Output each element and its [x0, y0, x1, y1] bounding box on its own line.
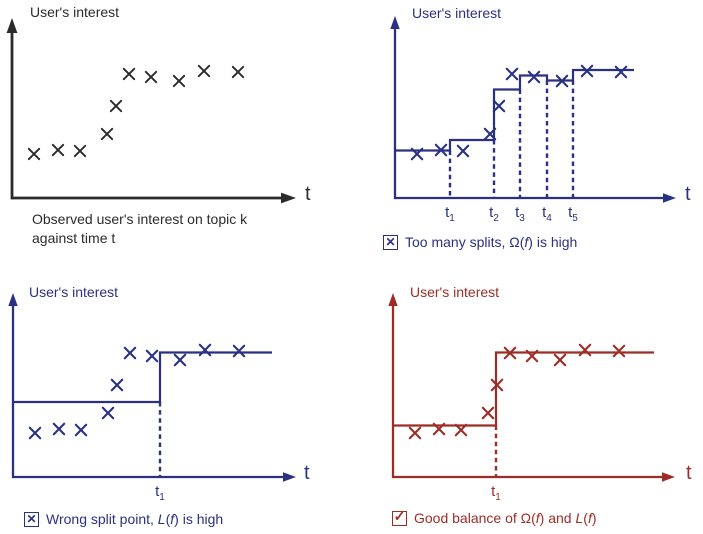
- panel-too-many-splits: [390, 16, 676, 203]
- data-point-x-mark: [492, 99, 506, 113]
- split-label-t1: t1: [445, 204, 455, 224]
- data-point-x-mark: [580, 64, 594, 78]
- x-box-icon: ✕: [383, 234, 398, 250]
- xlabel-wrong-split-point: t: [304, 462, 310, 484]
- split-label-t3: t3: [515, 204, 525, 224]
- panel-good-balance: [388, 293, 675, 482]
- x-axis-arrowhead: [283, 472, 296, 482]
- ylabel-too-many-splits: User's interest: [412, 5, 502, 21]
- data-point-x-mark: [122, 67, 136, 81]
- x-box-glyph: ✕: [26, 512, 37, 526]
- observed-description-line1: Observed user's interest on topic k: [32, 211, 248, 227]
- ylabel-wrong-split-point: User's interest: [29, 284, 119, 300]
- data-point-x-mark: [614, 65, 628, 79]
- y-axis-arrowhead: [388, 293, 398, 306]
- data-point-x-mark: [553, 353, 567, 367]
- data-point-x-mark: [100, 127, 114, 141]
- xlabel-observed: t: [305, 183, 311, 205]
- ylabel-observed: User's interest: [30, 4, 120, 20]
- panel-observed: [6, 18, 296, 204]
- data-point-x-mark: [28, 426, 42, 440]
- y-axis-arrowhead: [8, 293, 18, 306]
- x-box-glyph: ✕: [385, 235, 396, 249]
- data-point-x-mark: [410, 147, 424, 161]
- data-point-x-mark: [525, 349, 539, 363]
- split-label-t5: t5: [568, 204, 578, 224]
- data-point-x-mark: [109, 99, 123, 113]
- xlabel-too-many-splits: t: [685, 183, 691, 205]
- split-label-t1: t1: [155, 483, 165, 503]
- data-point-x-mark: [503, 346, 517, 360]
- x-axis-arrowhead: [662, 472, 675, 482]
- caption-good-balance: ✓ Good balance of Ω(f) and L(f): [392, 508, 597, 526]
- y-axis-arrowhead: [390, 16, 400, 29]
- step-function-line: [395, 68, 634, 152]
- data-point-x-mark: [101, 406, 115, 420]
- caption-too-many-splits: ✕ Too many splits, Ω(f) is high: [383, 234, 577, 250]
- data-point-x-mark: [456, 144, 470, 158]
- split-label-t1: t1: [491, 483, 501, 503]
- x-axis-arrowhead: [663, 193, 676, 203]
- data-point-x-mark: [527, 70, 541, 84]
- data-point-x-mark: [490, 378, 504, 392]
- data-point-x-mark: [110, 378, 124, 392]
- data-point-x-mark: [144, 70, 158, 84]
- step-function-line: [393, 351, 654, 427]
- data-point-x-mark: [432, 422, 446, 436]
- step-function-line: [13, 351, 272, 404]
- caption-text-too-many-splits: Too many splits, Ω(f) is high: [405, 234, 578, 250]
- check-box-glyph: ✓: [393, 508, 406, 524]
- x-axis-arrowhead: [281, 192, 296, 204]
- data-point-x-mark: [483, 127, 497, 141]
- data-point-x-mark: [408, 426, 422, 440]
- data-point-x-mark: [198, 343, 212, 357]
- x-box-icon: ✕: [24, 511, 39, 527]
- data-point-x-mark: [172, 74, 186, 88]
- data-point-x-mark: [481, 406, 495, 420]
- data-point-x-mark: [505, 67, 519, 81]
- data-point-x-mark: [434, 143, 448, 157]
- data-point-x-mark: [612, 344, 626, 358]
- caption-text-wrong-split-point: Wrong split point, L(f) is high: [46, 511, 224, 527]
- data-point-x-mark: [145, 349, 159, 363]
- data-point-x-mark: [51, 143, 65, 157]
- data-point-x-mark: [73, 144, 87, 158]
- ylabel-good-balance: User's interest: [410, 284, 500, 300]
- data-point-x-mark: [173, 353, 187, 367]
- split-label-t4: t4: [542, 204, 552, 224]
- y-axis-arrowhead: [6, 18, 18, 33]
- split-label-t2: t2: [489, 204, 499, 224]
- data-point-x-mark: [52, 422, 66, 436]
- observed-description: Observed user's interest on topic k agai…: [32, 210, 247, 247]
- check-box-icon: ✓: [392, 508, 407, 526]
- data-point-x-mark: [123, 346, 137, 360]
- data-point-x-mark: [232, 344, 246, 358]
- data-point-x-mark: [555, 74, 569, 88]
- data-point-x-mark: [27, 147, 41, 161]
- data-point-x-mark: [197, 64, 211, 78]
- observed-description-line2: against time t: [32, 229, 116, 246]
- data-point-x-mark: [74, 423, 88, 437]
- caption-text-good-balance: Good balance of Ω(f) and L(f): [414, 510, 597, 526]
- data-point-x-mark: [231, 65, 245, 79]
- xlabel-good-balance: t: [686, 462, 692, 484]
- panel-wrong-split-point: [8, 293, 296, 482]
- caption-wrong-split-point: ✕ Wrong split point, L(f) is high: [24, 511, 223, 527]
- data-point-x-mark: [578, 343, 592, 357]
- data-point-x-mark: [454, 423, 468, 437]
